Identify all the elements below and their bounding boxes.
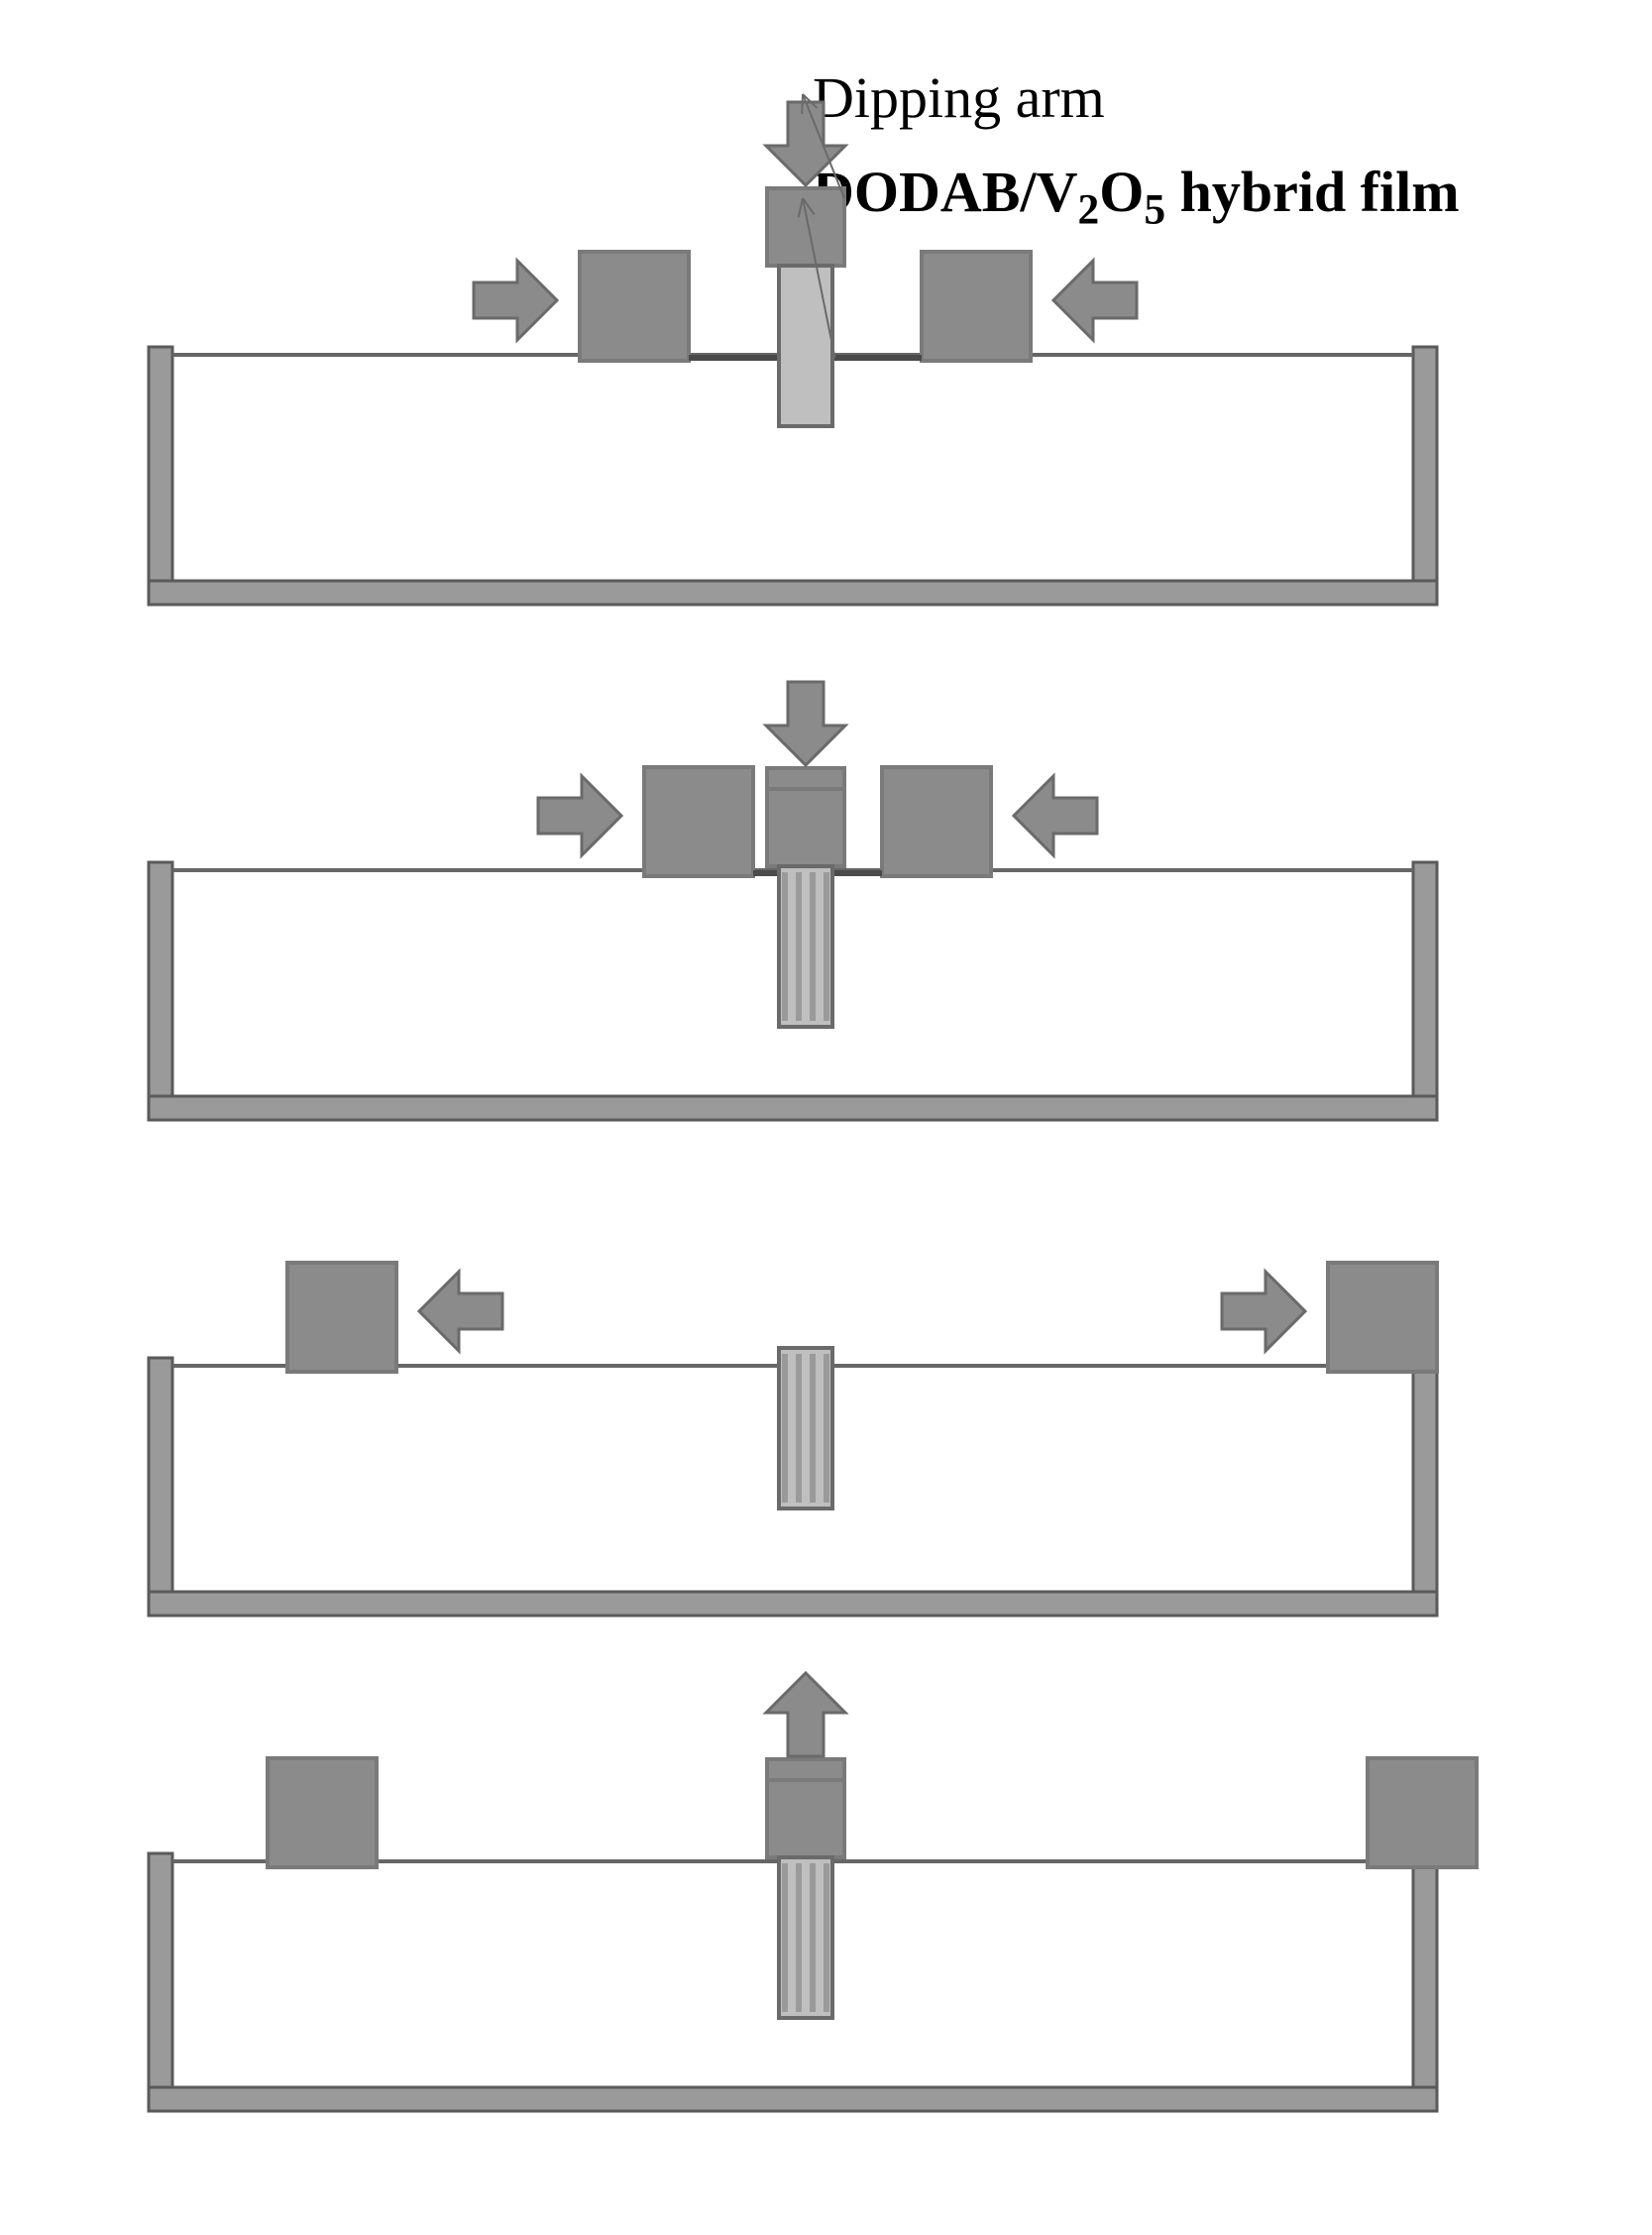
trough-bottom [149,2087,1437,2111]
trough-left-wall [149,347,172,605]
process-step [149,1673,1477,2111]
barrier-block [268,1758,377,1867]
diagram-svg [50,40,1602,2195]
trough-bottom [149,1096,1437,1120]
substrate [779,266,832,426]
direction-arrow-icon [1053,261,1137,340]
arm-handle [767,789,844,866]
barrier-block [922,252,1031,361]
trough-bottom [149,581,1437,605]
trough-bottom [149,1592,1437,1616]
trough-right-wall [1413,1853,1437,2111]
barrier-block [1368,1758,1477,1867]
direction-arrow-icon [1014,776,1097,855]
trough-left-wall [149,1853,172,2111]
process-step [149,94,1437,605]
direction-arrow-icon [766,682,845,765]
barrier-block [882,767,991,876]
direction-arrow-icon [474,261,557,340]
direction-arrow-icon [538,776,621,855]
process-step [149,682,1437,1120]
barrier-block [1328,1263,1437,1372]
trough-left-wall [149,862,172,1120]
process-step [149,1263,1437,1616]
direction-arrow-icon [1222,1272,1305,1351]
pointer-arrowhead [802,94,803,114]
trough-right-wall [1413,1358,1437,1616]
trough-right-wall [1413,862,1437,1120]
direction-arrow-icon [419,1272,502,1351]
trough-left-wall [149,1358,172,1616]
barrier-block [580,252,689,361]
barrier-block [644,767,753,876]
direction-arrow-icon [766,1673,845,1756]
arm-handle [767,1780,844,1857]
barrier-block [287,1263,396,1372]
trough-right-wall [1413,347,1437,605]
arm-handle [767,188,844,266]
lb-deposition-diagram: Dipping arm DODAB/V2O5 hybrid film [50,40,1602,2195]
